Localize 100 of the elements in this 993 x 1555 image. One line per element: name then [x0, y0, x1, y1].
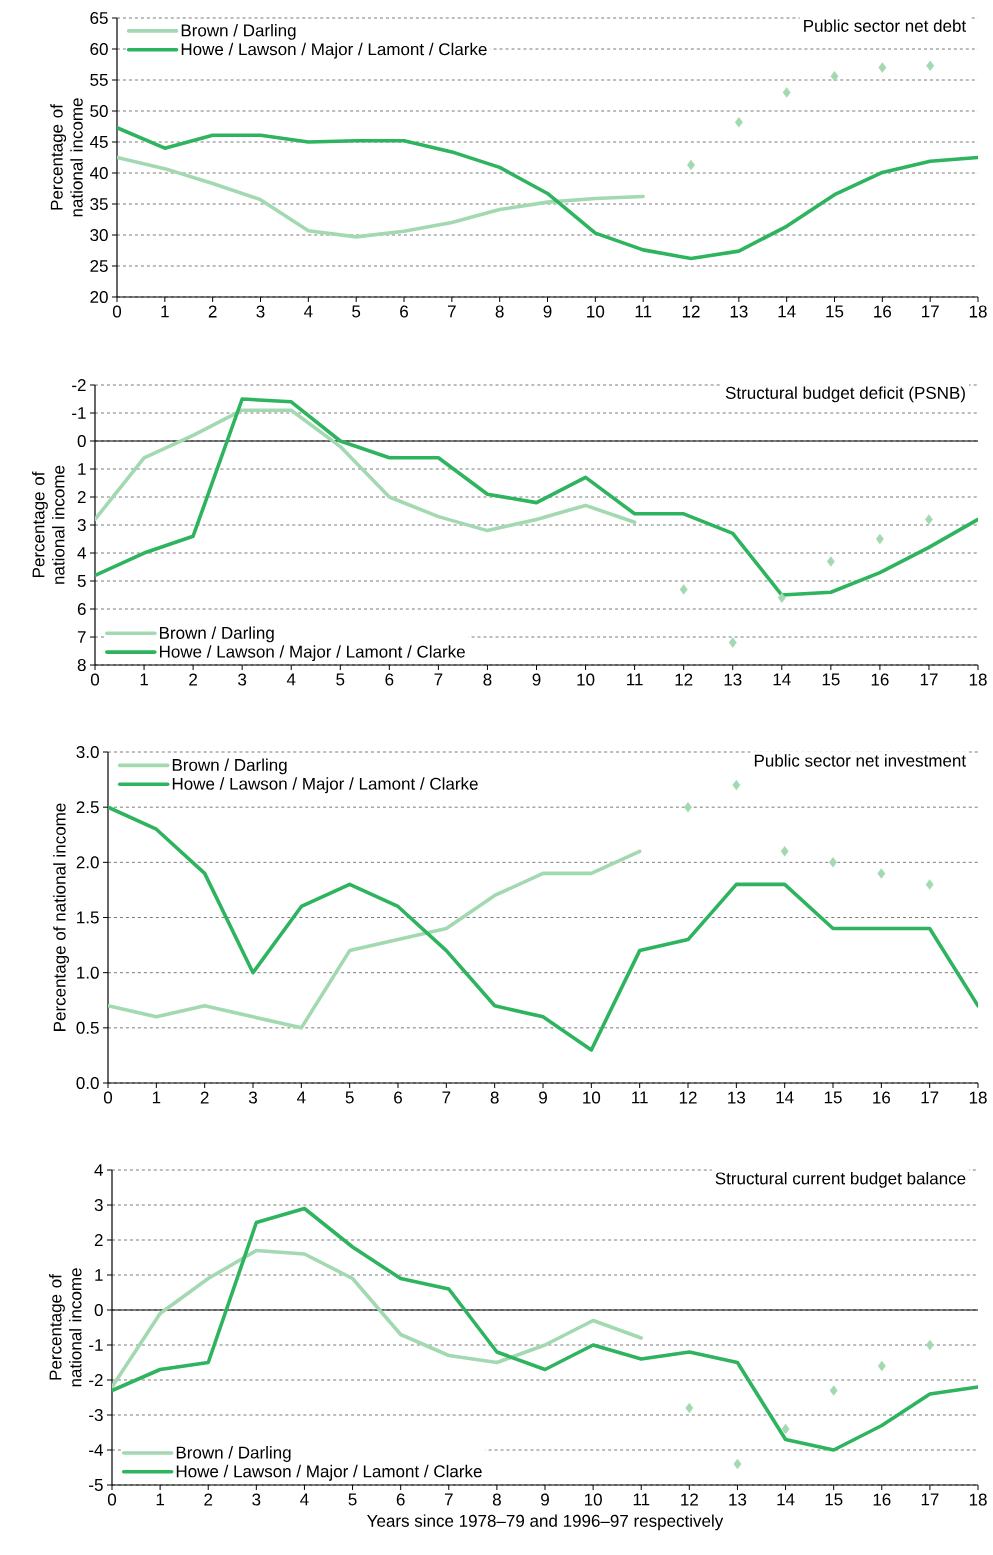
legend-label: Howe / Lawson / Major / Lamont / Clarke — [159, 645, 465, 662]
x-tick-label: 1 — [152, 1091, 161, 1104]
x-tick-label: 4 — [286, 673, 296, 686]
y-tick-label: 45 — [89, 136, 108, 148]
y-tick-label: 25 — [90, 259, 108, 273]
x-tick-label: 16 — [874, 305, 892, 318]
x-tick-label: 7 — [434, 673, 443, 686]
x-tick-label: 13 — [728, 1091, 746, 1104]
x-tick-label: 1 — [140, 673, 148, 686]
x-tick-label: 5 — [348, 1493, 357, 1506]
x-tick-label: 3 — [238, 673, 247, 686]
x-tick-label: 6 — [385, 673, 394, 686]
y-tick-label: 4 — [94, 1164, 103, 1176]
x-tick-label: 14 — [777, 1493, 795, 1506]
x-tick-label: 18 — [969, 1091, 987, 1104]
y-tick-label: 55 — [90, 74, 108, 86]
x-tick-label: 10 — [583, 1091, 601, 1104]
legend-label: Howe / Lawson / Major / Lamont / Clarke — [181, 42, 487, 59]
x-tick-label: 3 — [252, 1493, 261, 1506]
y-tick-label: 3 — [77, 518, 86, 532]
x-tick-label: 17 — [921, 1091, 939, 1104]
chart-title: Structural current budget balance — [715, 1171, 966, 1188]
y-tick-label: -2 — [72, 379, 86, 391]
x-tick-label: 8 — [495, 305, 504, 318]
x-tick-label: 10 — [577, 673, 595, 686]
y-tick-label: 3 — [94, 1198, 103, 1212]
y-tick-label: -1 — [89, 1339, 103, 1351]
x-tick-label: 8 — [483, 673, 492, 686]
y-tick-label: -3 — [89, 1408, 103, 1422]
y-axis-title: Percentage of national income — [53, 803, 70, 1031]
y-tick-label: 20 — [90, 290, 108, 304]
x-tick-label: 2 — [200, 1091, 209, 1104]
y-tick-label: 0 — [77, 434, 86, 448]
y-tick-label: 1 — [78, 463, 86, 475]
x-tick-label: 18 — [969, 673, 987, 686]
x-tick-label: 9 — [539, 1091, 547, 1104]
x-tick-label: 1 — [156, 1493, 165, 1506]
x-tick-label: 12 — [675, 673, 693, 686]
x-tick-label: 6 — [394, 1091, 402, 1104]
y-tick-label: 0.5 — [76, 1021, 99, 1034]
y-tick-label: 1.0 — [77, 966, 99, 979]
x-tick-label: 13 — [729, 1493, 747, 1506]
x-tick-label: 11 — [632, 1091, 648, 1104]
y-tick-label: 8 — [77, 658, 86, 672]
legend-label: Brown / Darling — [181, 23, 296, 40]
x-axis-title: Years since 1978–79 and 1996–97 respectively — [367, 1514, 724, 1531]
x-tick-label: 10 — [587, 305, 605, 318]
x-tick-label: 1 — [161, 305, 169, 318]
y-tick-label: 7 — [77, 631, 86, 643]
x-tick-label: 14 — [773, 673, 791, 686]
y-tick-label: 60 — [90, 42, 108, 56]
y-tick-label: -4 — [89, 1444, 103, 1456]
x-tick-label: 7 — [447, 305, 456, 318]
x-tick-label: 0 — [107, 1493, 117, 1506]
y-tick-label: 65 — [90, 11, 108, 25]
x-tick-label: 3 — [248, 1091, 257, 1104]
x-tick-label: 5 — [352, 305, 361, 318]
x-tick-label: 5 — [336, 673, 345, 686]
x-tick-label: 12 — [681, 1493, 698, 1506]
x-tick-label: 9 — [532, 673, 541, 686]
x-tick-label: 15 — [825, 1493, 843, 1506]
y-tick-label: -5 — [89, 1479, 103, 1491]
x-tick-label: 13 — [724, 673, 742, 686]
x-tick-label: 12 — [679, 1091, 697, 1104]
x-tick-label: 14 — [778, 305, 796, 318]
x-tick-label: 16 — [873, 1493, 891, 1506]
y-tick-label: 2 — [94, 1234, 103, 1246]
x-tick-label: 4 — [304, 305, 313, 318]
x-tick-label: 8 — [490, 1091, 499, 1104]
x-tick-label: 0 — [112, 305, 122, 318]
x-tick-label: 18 — [969, 1493, 987, 1506]
y-tick-label: 5 — [77, 575, 86, 587]
legend-label: Howe / Lawson / Major / Lamont / Clarke — [172, 777, 478, 794]
x-tick-label: 15 — [826, 305, 844, 318]
y-axis-title: Percentage of national income — [50, 98, 83, 217]
y-tick-label: 2.0 — [76, 856, 99, 869]
x-tick-label: 3 — [256, 305, 265, 318]
y-tick-label: -2 — [89, 1374, 103, 1386]
legend-label: Brown / Darling — [159, 626, 274, 643]
y-tick-label: -1 — [72, 407, 86, 419]
y-tick-label: 2.5 — [76, 801, 99, 814]
x-tick-label: 17 — [920, 673, 938, 686]
x-tick-label: 5 — [345, 1091, 354, 1104]
chart-title: Structural budget deficit (PSNB) — [725, 386, 965, 403]
y-tick-label: 40 — [89, 166, 108, 180]
x-tick-label: 10 — [584, 1493, 602, 1506]
x-tick-label: 17 — [922, 305, 939, 318]
y-tick-label: 50 — [90, 104, 108, 118]
x-tick-label: 12 — [682, 305, 700, 318]
x-tick-label: 4 — [297, 1091, 306, 1104]
x-tick-label: 2 — [208, 305, 217, 318]
y-tick-label: 2 — [77, 491, 86, 503]
x-tick-label: 2 — [204, 1493, 213, 1506]
x-tick-label: 16 — [873, 1091, 891, 1104]
x-tick-label: 11 — [627, 673, 643, 686]
legend-label: Brown / Darling — [172, 758, 287, 775]
x-tick-label: 18 — [969, 305, 987, 318]
x-tick-label: 16 — [871, 673, 889, 686]
x-tick-label: 9 — [541, 1493, 549, 1506]
x-tick-label: 11 — [633, 1493, 650, 1506]
